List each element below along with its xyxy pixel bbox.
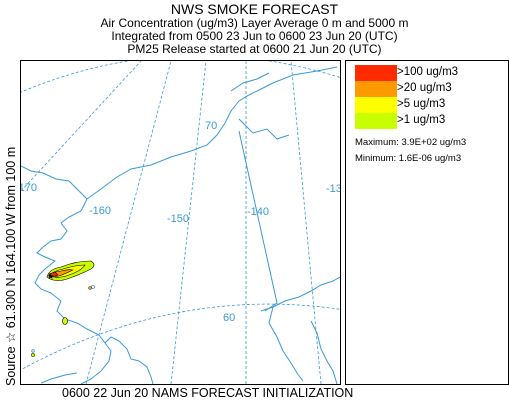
forecast-initialization: 0600 22 Jun 20 NAMS FORECAST INITIALIZAT…	[62, 386, 354, 400]
legend-label-20: >20 ug/m3	[397, 82, 452, 94]
plume-patch	[30, 352, 36, 358]
lon-label-140: -140	[247, 206, 269, 218]
subtitle-release-start: PM25 Release started at 0600 21 Jun 20 (…	[127, 42, 382, 56]
plume-contour-100	[48, 271, 59, 278]
legend-swatch-5	[355, 97, 397, 113]
latitude-line-60	[21, 303, 340, 371]
source-marker-icon: ★	[47, 272, 54, 281]
lat-label-60: 60	[223, 312, 235, 324]
graticule	[21, 61, 340, 384]
us-canada-border	[238, 130, 278, 312]
maximum-value: Maximum: 3.9E+02 ug/m3	[355, 137, 467, 148]
map-panel: ★ -170 -160 -150 -140 -130 70 60	[20, 60, 341, 385]
legend-label-100: >100 ug/m3	[397, 66, 459, 78]
subtitle-concentration: Air Concentration (ug/m3) Layer Average …	[100, 16, 409, 30]
lat-label-70: 70	[205, 120, 217, 132]
source-location-label: Source ☆ 61.300 N 164.100 W from 100 m	[4, 146, 18, 386]
longitude-line-150	[170, 61, 207, 384]
island	[31, 349, 35, 353]
island	[91, 285, 95, 289]
legend-swatch-100	[355, 65, 397, 81]
legend-swatch-20	[355, 81, 397, 97]
longitude-line-130	[290, 61, 322, 384]
subtitle-integration-period: Integrated from 0500 23 Jun to 0600 23 J…	[111, 29, 398, 43]
smoke-plume	[30, 260, 95, 358]
lon-label-150: -150	[167, 213, 189, 225]
longitude-line-160	[85, 61, 172, 384]
minimum-value: Minimum: 1.6E-06 ug/m3	[355, 153, 462, 164]
smoke-map: ★ -170 -160 -150 -140 -130 70 60	[21, 61, 340, 384]
map-title: NWS SMOKE FORECAST	[170, 1, 339, 17]
plume-patch	[88, 286, 92, 290]
latitude-line-70	[21, 61, 340, 93]
lon-label-170: -170	[21, 182, 37, 194]
alaska-coastline	[21, 66, 340, 384]
lon-label-130: -130	[326, 183, 340, 195]
longitude-line-170	[21, 61, 142, 192]
plume-patch	[62, 317, 68, 325]
legend-label-1: >1 ug/m3	[397, 114, 446, 126]
legend-panel: >100 ug/m3 >20 ug/m3 >5 ug/m3 >1 ug/m3 M…	[345, 60, 509, 385]
lon-label-160: -160	[89, 205, 111, 217]
legend-swatch-1	[355, 113, 397, 129]
legend-label-5: >5 ug/m3	[397, 98, 446, 110]
